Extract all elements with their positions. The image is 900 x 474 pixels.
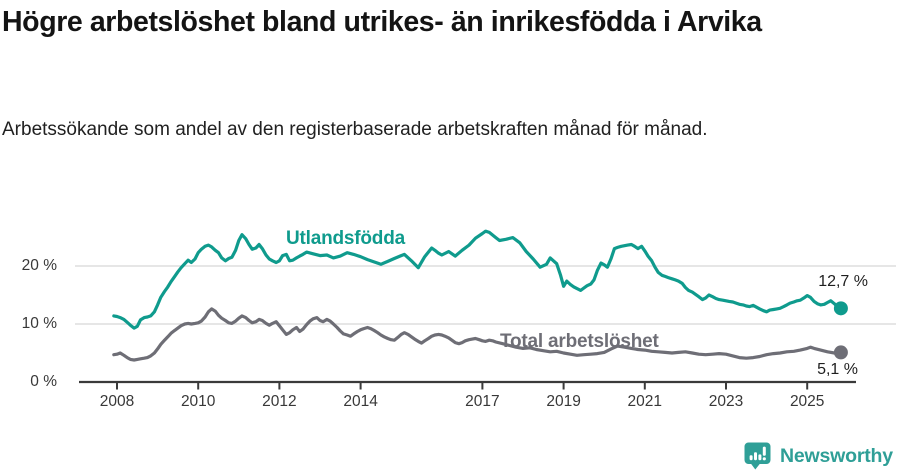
x-axis-label-2023: 2023 <box>708 393 744 410</box>
logo-bar-3 <box>758 454 762 461</box>
end-value-label-utlandsfodda: 12,7 % <box>818 273 868 290</box>
series-label-utlandsfodda: Utlandsfödda <box>286 228 405 249</box>
page-title: Högre arbetslöshet bland utrikes- än inr… <box>2 6 762 38</box>
series-label-total-arbetsloshet: Total arbetslöshet <box>500 331 659 352</box>
chart-subtitle: Arbetssökande som andel av den registerb… <box>2 119 708 140</box>
x-axis-label-2021: 2021 <box>627 393 663 410</box>
logo-bar-1 <box>749 455 753 461</box>
y-axis-label-0: 0 % <box>30 373 57 390</box>
end-value-label-total: 5,1 % <box>817 361 858 378</box>
x-axis-label-2012: 2012 <box>262 393 297 410</box>
line-series-0 <box>112 229 843 330</box>
x-axis-label-2025: 2025 <box>789 393 825 410</box>
newsworthy-chart-bubble-icon <box>744 442 771 470</box>
logo-exclamation-stroke <box>762 446 766 456</box>
logo-bar-2 <box>754 452 757 461</box>
logo-exclamation-dot <box>762 457 766 461</box>
x-axis-label-2008: 2008 <box>99 393 135 410</box>
y-axis-label-10: 10 % <box>21 315 57 332</box>
newsworthy-logo[interactable]: Newsworthy <box>744 442 893 471</box>
end-dot-series-1 <box>833 345 848 360</box>
newsworthy-wordmark: Newsworthy <box>780 445 893 467</box>
x-axis-label-2014: 2014 <box>343 393 378 410</box>
x-axis-label-2019: 2019 <box>546 393 581 410</box>
y-axis-label-20: 20 % <box>21 257 57 274</box>
end-dot-series-0 <box>833 301 848 316</box>
x-axis-label-2017: 2017 <box>465 393 500 410</box>
line-series-1 <box>112 307 843 362</box>
x-axis-label-2010: 2010 <box>180 393 216 410</box>
